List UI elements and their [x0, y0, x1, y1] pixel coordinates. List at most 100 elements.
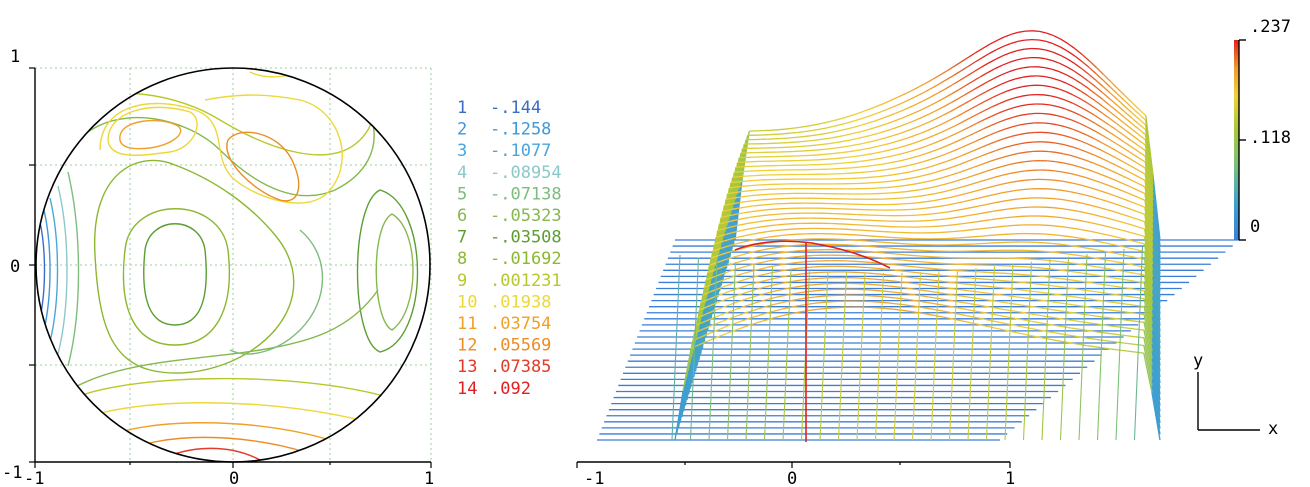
surface-slice-14-seg-40: [1006, 224, 1015, 227]
surface-slice-23-seg-30: [937, 168, 945, 173]
surface-slice-13-seg-0: [696, 303, 706, 366]
surface-slice-10-seg-44: [1035, 258, 1044, 261]
surface-slice-27-seg-19: [860, 159, 868, 163]
surface-slice-9-seg-55: [1120, 278, 1129, 281]
surface-slice-27-seg-39: [1006, 106, 1015, 111]
surface-slice-15-seg-35: [968, 221, 977, 224]
surface-slice-27-seg-25: [903, 150, 912, 154]
surface-slice-32-seg-38: [1002, 61, 1010, 66]
surface-slice-15-seg-50: [1083, 220, 1092, 224]
surface-slice-6-seg-27: [898, 275, 907, 278]
surface-slice-26-seg-47: [1064, 116, 1073, 121]
surface-slice-19-seg-27: [911, 202, 919, 205]
surface-slice-14-seg-46: [1052, 225, 1061, 228]
surface-slice-12-seg-50: [1082, 246, 1091, 250]
surface-slice-32-seg-57: [1138, 123, 1147, 131]
surface-slice-22-seg-5: [749, 189, 758, 192]
surface-slice-6-seg-5: [724, 289, 734, 294]
surface-slice-23-seg-31: [944, 166, 953, 171]
surface-slice-21-seg-51: [1092, 170, 1101, 175]
surface-slice-21-seg-1: [717, 199, 727, 254]
surface-slice-35-seg-20: [876, 102, 885, 108]
surface-slice-30-seg-25: [906, 127, 915, 132]
surface-slice-5-seg-3: [707, 302, 716, 308]
surface-slice-20-seg-54: [1114, 187, 1123, 192]
surface-slice-28-seg-37: [992, 102, 1001, 108]
surface-slice-13-seg-8: [758, 236, 767, 240]
surface-slice-14-seg-6: [744, 233, 753, 237]
surface-slice-1-seg-15: [797, 303, 806, 307]
surface-slice-14-seg-38: [990, 226, 999, 229]
surface-slice-28-seg-27: [919, 137, 928, 142]
surface-slice-27-seg-48: [1072, 111, 1080, 116]
surface-slice-0-seg-15: [796, 310, 805, 314]
surface-slice-33-seg-25: [909, 103, 918, 108]
surface-slice-20-seg-35: [972, 181, 980, 185]
surface-slice-16-seg-31: [938, 218, 947, 221]
surface-slice-34-seg-32: [960, 65, 969, 72]
surface-slice-21-seg-42: [1025, 160, 1033, 163]
surface-slice-19-seg-7: [760, 203, 768, 206]
surface-slice-35-seg-54: [1117, 87, 1126, 96]
surface-slice-32-seg-8: [787, 141, 795, 144]
surface-slice-32-seg-48: [1073, 70, 1082, 77]
surface-slice-18-seg-34: [963, 199, 971, 203]
surface-slice-35-seg-19: [869, 105, 877, 110]
surface-slice-16-seg-50: [1083, 211, 1092, 215]
surface-slice-32-seg-34: [973, 75, 982, 82]
surface-slice-18-seg-54: [1114, 203, 1123, 207]
surface-slice-18-seg-42: [1023, 188, 1032, 191]
surface-slice-13-seg-38: [990, 234, 999, 237]
surface-slice-8-seg-31: [932, 267, 941, 270]
surface-slice-24-seg-35: [974, 146, 983, 151]
surface-slice-6-seg-12: [780, 275, 789, 278]
surface-slice-5-seg-47: [1056, 301, 1065, 305]
surface-slice-13-seg-6: [743, 239, 752, 243]
surface-slice-27-seg-33: [962, 126, 971, 131]
surface-slice-31-seg-25: [907, 119, 916, 124]
surface-slice-16-seg-54: [1114, 219, 1123, 223]
surface-slice-6-seg-46: [1049, 292, 1058, 296]
surface-slice-23-seg-47: [1063, 143, 1072, 148]
surface-slice-3-seg-18: [824, 288, 833, 291]
surface-slice-1-seg-12: [773, 308, 782, 312]
surface-slice-4-seg-10: [761, 291, 770, 296]
surface-slice-28-seg-51: [1094, 114, 1103, 121]
surface-slice-7-seg-38: [986, 278, 995, 281]
surface-slice-21-seg-4: [740, 195, 749, 198]
surface-slice-4-seg-31: [928, 290, 937, 294]
surface-slice-29-seg-15: [833, 152, 841, 155]
surface-slice-23-seg-56: [1129, 172, 1139, 178]
surface-slice-1-seg-42: [1014, 324, 1024, 328]
surface-slice-20-seg-32: [949, 187, 958, 191]
surface-slice-35-seg-50: [1088, 60, 1097, 68]
surface-slice-14-seg-51: [1090, 230, 1099, 234]
surface-slice-7-seg-23: [868, 266, 877, 269]
surface-slice-31-seg-43: [1037, 66, 1045, 69]
surface-slice-26-seg-30: [939, 144, 948, 150]
surface-slice-17-seg-49: [1076, 201, 1085, 205]
surface-slice-5-seg-49: [1072, 304, 1081, 307]
surface-slice-18-seg-8: [766, 208, 775, 211]
surface-slice-19-seg-32: [948, 195, 957, 199]
surface-slice-0-seg-44: [1030, 334, 1039, 338]
surface-slice-10-seg-53: [1105, 267, 1114, 271]
surface-slice-31-seg-19: [864, 134, 873, 138]
surface-slice-3-seg-27: [896, 291, 905, 295]
surface-slice-22-seg-33: [958, 169, 967, 174]
surface-slice-24-seg-41: [1019, 132, 1027, 136]
surface-slice-32-seg-16: [844, 133, 852, 137]
surface-slice-13-seg-11: [782, 234, 790, 237]
surface-slice-13-seg-22: [866, 235, 875, 237]
surface-slice-0-seg-1: [682, 347, 692, 391]
surface-slice-15-seg-46: [1052, 216, 1061, 219]
surface-slice-14-seg-54: [1113, 235, 1122, 239]
surface-slice-13-seg-3: [720, 245, 729, 250]
surface-slice-30-seg-29: [935, 114, 944, 120]
surface-slice-30-seg-49: [1080, 90, 1089, 97]
surface-slice-28-seg-23: [890, 147, 898, 151]
legend-value-2: -.1258: [490, 120, 551, 140]
surface-slice-18-seg-9: [773, 208, 782, 210]
surface-slice-10-seg-26: [894, 253, 903, 256]
